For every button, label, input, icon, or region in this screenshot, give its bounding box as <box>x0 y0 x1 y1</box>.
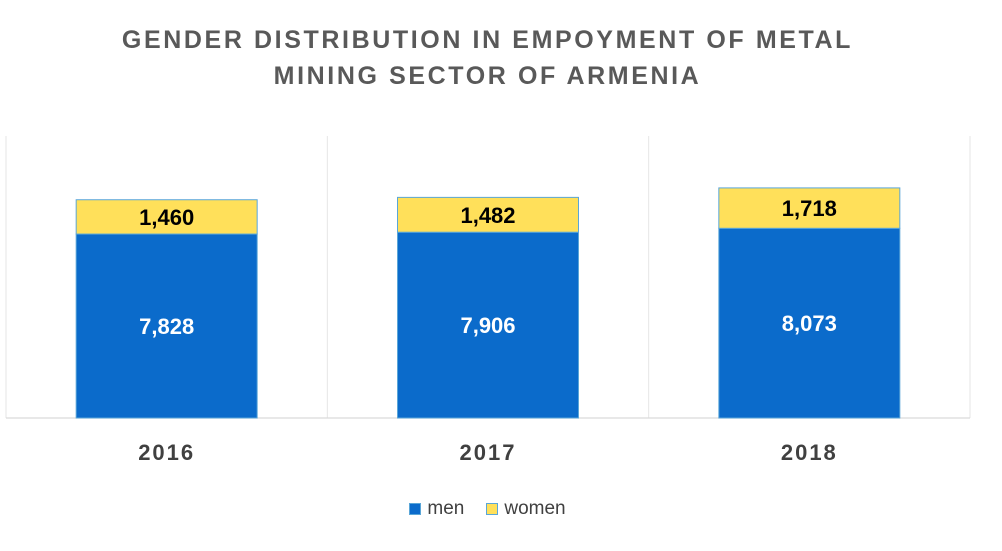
chart-title: GENDER DISTRIBUTION IN EMPOYMENT OF META… <box>0 22 975 94</box>
legend-item-men: men <box>409 498 464 520</box>
bar-women-2016 <box>75 199 258 235</box>
legend-label-men: men <box>427 498 465 519</box>
legend-item-women: women <box>486 498 566 520</box>
bar-men-2016 <box>75 233 258 419</box>
data-label-women-2018: 1,718 <box>782 196 837 221</box>
legend-swatch-women <box>486 503 499 515</box>
x-tick-label-2016: 2016 <box>138 440 195 465</box>
x-tick-label-2018: 2018 <box>781 440 838 465</box>
bar-men-2017 <box>397 231 579 419</box>
legend-swatch-men <box>409 503 422 515</box>
legend-label-women: women <box>504 498 566 519</box>
chart-title-line-2: MINING SECTOR OF ARMENIA <box>273 62 702 90</box>
chart-title-line-1: GENDER DISTRIBUTION IN EMPOYMENT OF META… <box>121 26 854 54</box>
bar-men-2018 <box>718 227 901 419</box>
bar-women-2018 <box>718 187 901 229</box>
data-label-men-2018: 8,073 <box>782 311 837 336</box>
data-label-men-2017: 7,906 <box>460 313 515 338</box>
data-label-women-2017: 1,482 <box>460 203 515 228</box>
data-label-women-2016: 1,460 <box>139 205 194 230</box>
bar-women-2017 <box>397 196 579 233</box>
data-label-men-2016: 7,828 <box>139 314 194 339</box>
x-tick-label-2017: 2017 <box>460 440 517 465</box>
chart-legend: men women <box>0 498 975 520</box>
